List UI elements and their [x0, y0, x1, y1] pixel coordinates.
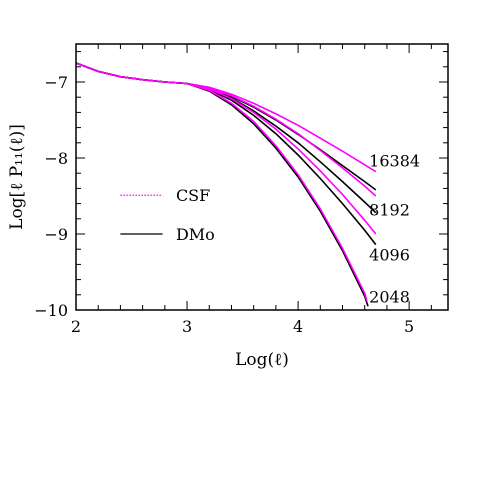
annotation-2048: 2048 [369, 287, 410, 306]
annotation-4096: 4096 [369, 246, 410, 265]
series-line-csf-2048 [76, 62, 368, 302]
legend-label-csf: CSF [176, 186, 210, 205]
x-tick-label: 5 [404, 317, 414, 336]
y-tick-label: −7 [44, 73, 68, 92]
annotation-16384: 16384 [369, 151, 420, 170]
plot-frame [75, 43, 449, 311]
y-tick-label: −8 [44, 149, 68, 168]
legend: CSF DMo [120, 186, 215, 244]
y-tick-label: −10 [34, 301, 68, 320]
tick-layer: 2 3 4 5 −7 −8 −9 −10 [34, 44, 448, 336]
x-tick-label: 3 [182, 317, 192, 336]
x-tick-label: 4 [293, 317, 303, 336]
legend-label-dmo: DMo [176, 225, 215, 244]
annotation-layer: 16384 8192 4096 2048 [369, 151, 420, 306]
x-tick-label: 2 [71, 317, 81, 336]
annotation-8192: 8192 [369, 201, 410, 220]
x-axis-label: Log(ℓ) [235, 350, 289, 370]
y-axis-label: Log[ℓ P₁₁(ℓ)] [7, 124, 27, 230]
y-tick-label: −9 [44, 225, 68, 244]
series-layer [76, 62, 377, 307]
